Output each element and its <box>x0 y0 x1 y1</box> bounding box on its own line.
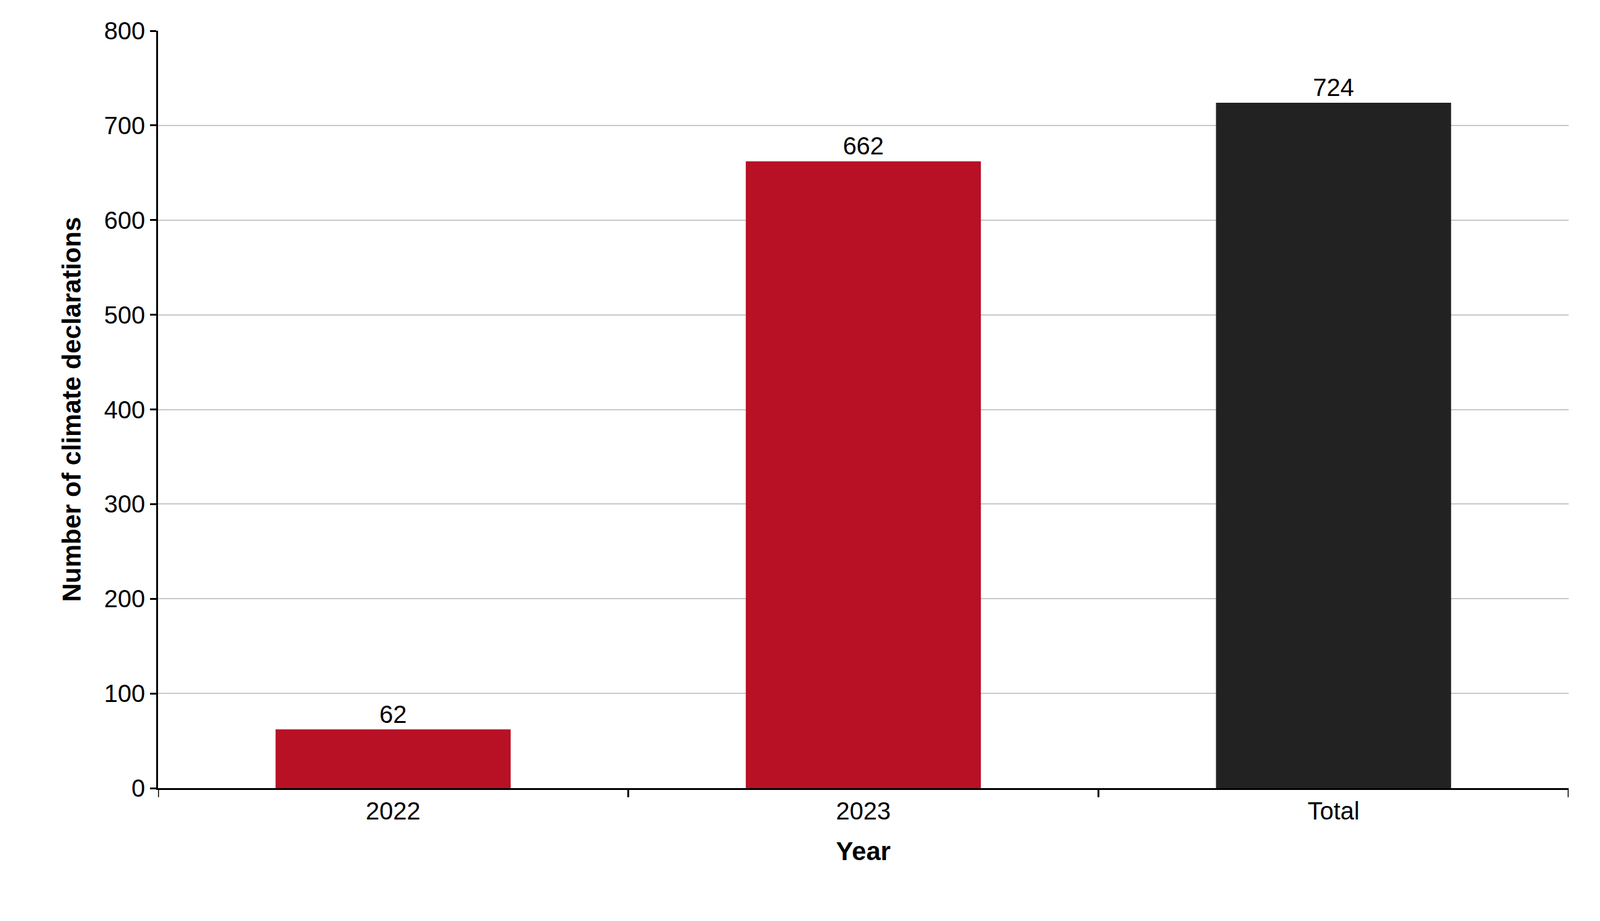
svg-text:Year: Year <box>836 836 892 866</box>
svg-text:Total: Total <box>1307 796 1360 824</box>
svg-text:300: 300 <box>103 490 146 518</box>
svg-text:724: 724 <box>1312 73 1355 101</box>
svg-text:500: 500 <box>103 301 146 329</box>
svg-text:662: 662 <box>843 132 885 160</box>
svg-text:600: 600 <box>103 206 146 234</box>
svg-text:2023: 2023 <box>836 796 892 824</box>
svg-text:100: 100 <box>103 679 146 707</box>
svg-text:200: 200 <box>103 584 146 612</box>
svg-text:800: 800 <box>103 17 146 45</box>
svg-text:400: 400 <box>103 396 146 424</box>
svg-text:0: 0 <box>131 774 146 802</box>
svg-text:Number of climate declarations: Number of climate declarations <box>57 217 87 602</box>
svg-text:2022: 2022 <box>365 796 421 824</box>
svg-text:700: 700 <box>103 111 146 139</box>
svg-text:62: 62 <box>379 700 408 728</box>
